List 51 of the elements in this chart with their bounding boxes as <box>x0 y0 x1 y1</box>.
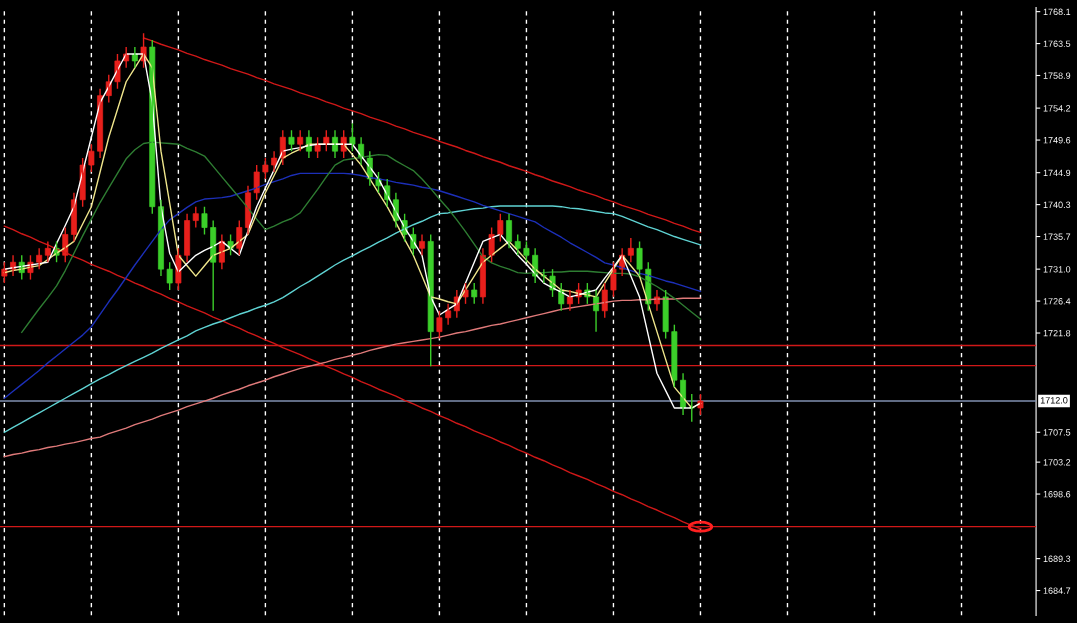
candlestick <box>662 289 669 340</box>
candlestick <box>436 310 443 340</box>
candlestick <box>201 205 208 236</box>
candlestick <box>636 240 643 277</box>
y-tick-label: 1684.7 <box>1043 587 1071 594</box>
y-tick-label: 1689.3 <box>1043 555 1071 562</box>
candlestick <box>114 53 121 90</box>
candlestick <box>671 323 678 388</box>
candlestick <box>488 226 495 263</box>
y-tick-label: 1763.5 <box>1043 40 1071 47</box>
candlestick <box>610 261 617 298</box>
y-tick-label: 1744.9 <box>1043 169 1071 177</box>
candlestick <box>523 240 530 263</box>
candlestick <box>323 129 330 152</box>
candlestick <box>462 282 469 305</box>
line-series <box>3 205 702 433</box>
candlestick <box>253 164 260 201</box>
y-tick-label: 1698.6 <box>1043 491 1071 498</box>
candlestick <box>236 219 243 256</box>
candlestick <box>549 268 556 298</box>
y-tick-label: 1740.3 <box>1043 201 1071 208</box>
candlestick <box>497 212 504 243</box>
candlestick <box>262 157 269 180</box>
y-tick-label: 1768.1 <box>1043 8 1071 15</box>
y-tick-label: 1758.9 <box>1043 72 1071 79</box>
candlestick <box>166 261 173 291</box>
candlestick <box>514 233 521 256</box>
candlestick <box>88 143 95 173</box>
y-tick-label: 1735.7 <box>1043 233 1071 240</box>
line-series <box>142 37 702 234</box>
y-tick-label: 1731.0 <box>1043 266 1071 273</box>
candlestick <box>697 393 704 416</box>
candlestick <box>314 136 321 159</box>
ref-line-label: 1712.0 <box>1040 397 1068 404</box>
y-tick-label: 1726.4 <box>1043 298 1071 305</box>
candlestick <box>471 282 478 305</box>
candlestick <box>175 247 182 291</box>
candlestick <box>427 233 434 368</box>
candlestick <box>540 268 547 284</box>
candlestick <box>601 282 608 319</box>
y-tick-label: 1749.6 <box>1043 137 1071 144</box>
candlestick <box>340 129 347 159</box>
candlestick <box>1 261 8 284</box>
y-tick-label: 1707.5 <box>1043 429 1071 436</box>
y-tick-label: 1721.8 <box>1043 329 1071 337</box>
y-tick-label: 1703.2 <box>1043 459 1071 466</box>
y-tick-label: 1754.2 <box>1043 105 1071 112</box>
candlestick <box>349 122 356 152</box>
line-series <box>21 141 702 334</box>
candlestick <box>79 157 86 208</box>
candlestick <box>288 129 295 152</box>
